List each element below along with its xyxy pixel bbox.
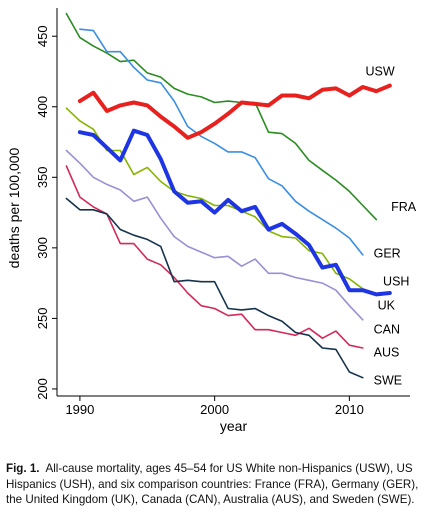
y-tick-label: 300 <box>35 237 50 259</box>
caption-text: All-cause mortality, ages 45–54 for US W… <box>6 462 419 506</box>
series-line-swe <box>65 197 364 379</box>
series-label-usw: USW <box>366 64 395 78</box>
y-tick-label: 200 <box>35 378 50 400</box>
series-label-ush: USH <box>383 275 409 289</box>
y-tick-label: 250 <box>35 308 50 330</box>
series-label-swe: SWE <box>374 373 402 387</box>
x-tick-label: 1990 <box>65 402 94 417</box>
series-line-fra <box>65 12 378 221</box>
series-line-aus <box>65 165 364 349</box>
x-tick-label: 2000 <box>200 402 229 417</box>
series-label-aus: AUS <box>374 345 400 359</box>
y-tick-label: 400 <box>35 96 50 118</box>
series-label-can: CAN <box>374 323 400 337</box>
plot-frame <box>56 8 410 397</box>
y-axis-ticks: 200 250 300 350 400 450 <box>35 25 57 400</box>
x-axis-title: year <box>220 418 248 434</box>
series-label-uk: UK <box>378 299 396 313</box>
caption-label: Fig. 1. <box>6 462 40 475</box>
x-axis-ticks: 1990 2000 2010 <box>65 396 364 417</box>
series-label-fra: FRA <box>391 200 417 214</box>
y-axis-title: deaths per 100,000 <box>6 147 22 268</box>
x-tick-label: 2010 <box>335 402 364 417</box>
series-line-ger <box>79 28 364 256</box>
series-layer <box>65 12 392 379</box>
series-line-ush <box>77 128 392 297</box>
series-line-usw <box>77 83 392 140</box>
y-tick-label: 450 <box>35 25 50 47</box>
series-labels: USW FRA GER USH UK CAN AUS SWE <box>366 64 417 387</box>
mortality-line-chart: 1990 2000 2010 200 250 300 350 400 450 USW FRA GE… <box>6 8 417 434</box>
y-tick-label: 350 <box>35 166 50 188</box>
series-line-can <box>65 149 364 321</box>
figure-caption: Fig. 1. All-cause mortality, ages 45–54 f… <box>6 461 425 508</box>
series-label-ger: GER <box>374 246 401 260</box>
